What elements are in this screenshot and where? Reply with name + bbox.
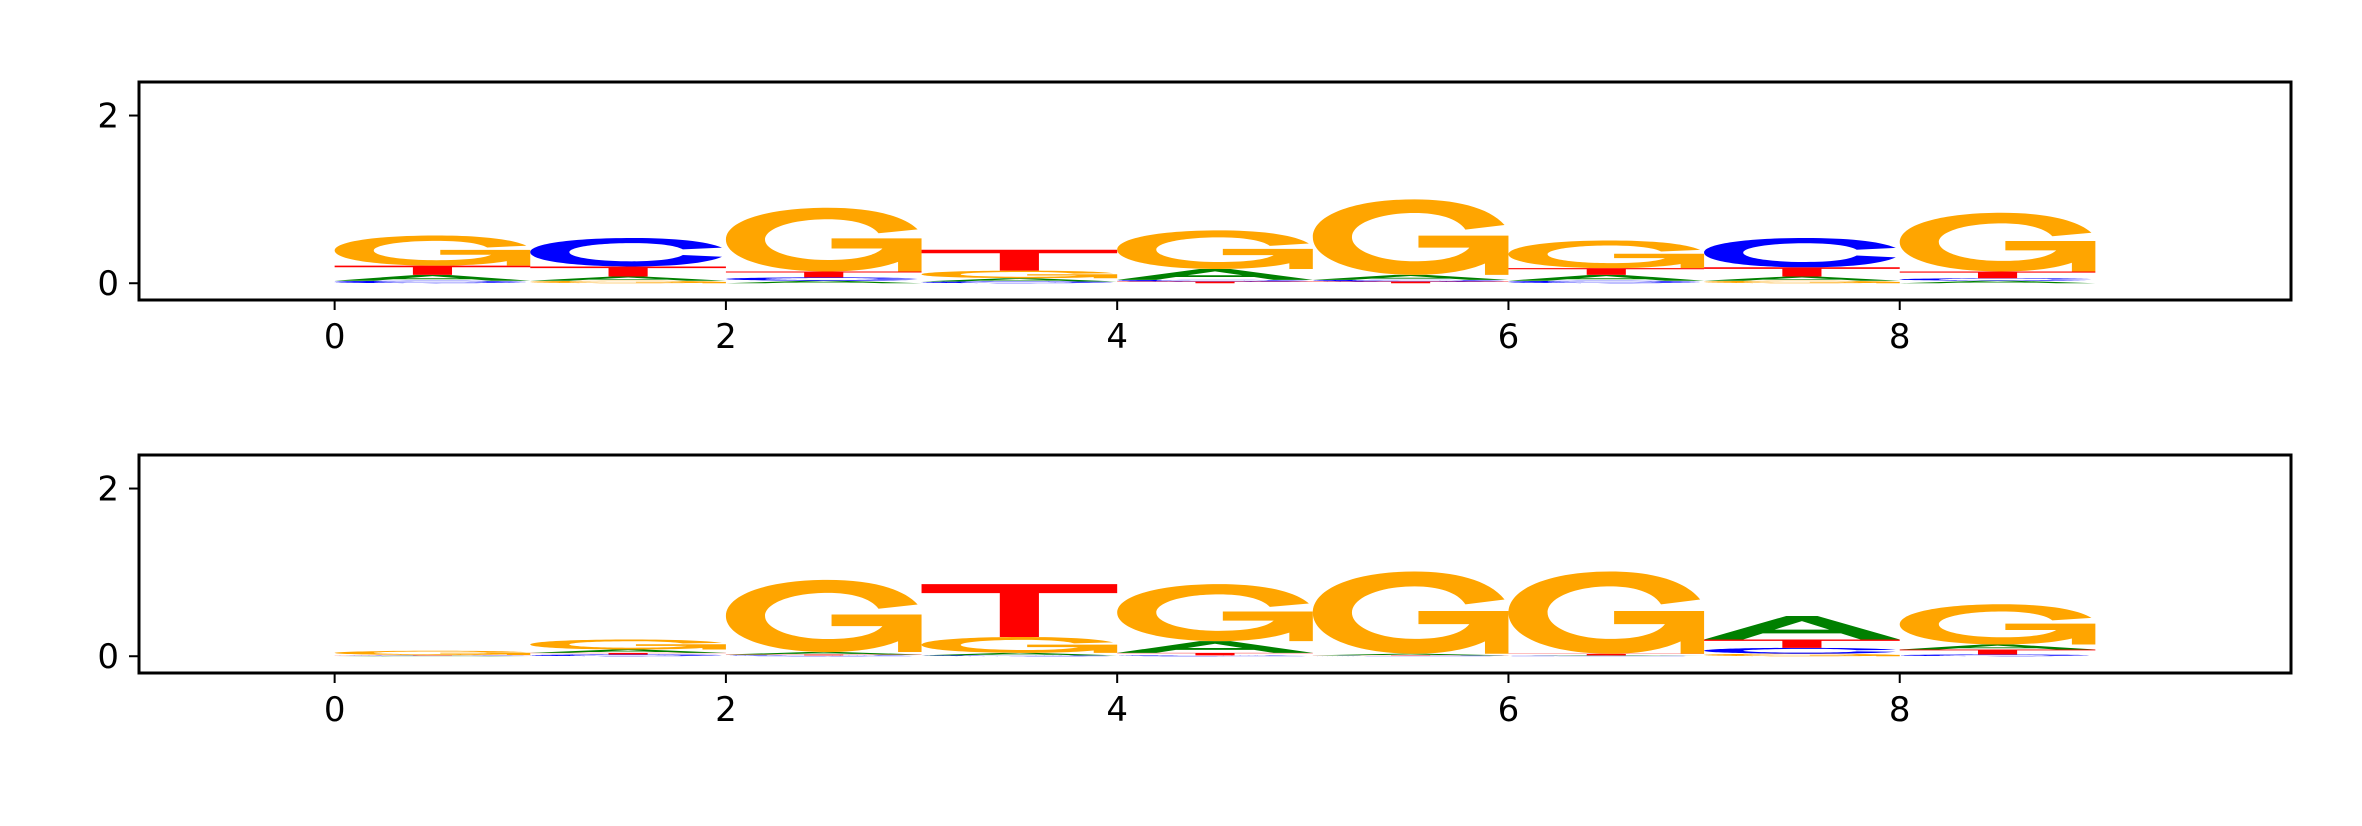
y-tick-label: 2	[97, 97, 119, 137]
logo-letter-cytosine	[1704, 237, 1896, 268]
logo-letter-guanine	[530, 280, 726, 284]
logo-letter-thymine	[334, 265, 531, 275]
logo-letter-guanine	[921, 636, 1118, 653]
logo-letter-thymine	[530, 266, 726, 277]
logo-letter-adenine	[1117, 268, 1313, 280]
logo-letter-adenine	[530, 276, 726, 281]
plot-frame	[137, 453, 2293, 675]
logo-letter-adenine	[530, 649, 726, 653]
y-tick-label: 2	[97, 470, 119, 510]
logo-letter-thymine	[1899, 271, 2096, 279]
logo-letter-cytosine	[530, 654, 722, 657]
logo-letter-cytosine	[530, 237, 722, 267]
x-tick-label: 4	[1106, 317, 1128, 357]
logo-letter-adenine	[1312, 274, 1509, 280]
logo-letter-cytosine	[725, 655, 918, 657]
logo-letter-guanine	[1899, 212, 2096, 272]
logo-letter-guanine	[1508, 240, 1705, 269]
logo-letter-guanine	[921, 270, 1118, 279]
logo-letter-thymine	[1508, 653, 1705, 656]
logo-letter-thymine	[921, 584, 1118, 637]
x-tick-label: 6	[1498, 690, 1520, 730]
x-tick-label: 2	[715, 690, 737, 730]
logo-letter-thymine	[1117, 652, 1313, 656]
logo-letter-guanine	[530, 639, 726, 650]
logo-letter-adenine	[334, 274, 531, 281]
logo-letter-cytosine	[1899, 654, 2092, 657]
logo-letter-guanine	[1312, 199, 1509, 275]
x-tick-label: 0	[324, 317, 346, 357]
y-tick-label: 0	[97, 637, 119, 677]
logo-letter-thymine	[1704, 267, 1900, 277]
logo-letter-cytosine	[921, 655, 1114, 657]
logo-letter-adenine	[921, 278, 1118, 282]
logo-letter-cytosine	[1508, 280, 1701, 284]
logo-letter-cytosine	[1117, 655, 1309, 657]
logo-letter-guanine	[1899, 604, 2096, 645]
logo-letter-cytosine	[725, 277, 918, 281]
logo-letter-adenine	[1899, 280, 2096, 284]
x-tick-label: 2	[715, 317, 737, 357]
logo-letter-adenine	[1508, 274, 1705, 281]
logo-letter-guanine	[725, 207, 922, 272]
logo-letter-adenine	[725, 280, 922, 284]
logo-letter-thymine	[1508, 268, 1705, 275]
logo-letter-cytosine	[1704, 647, 1896, 654]
logo-letter-guanine	[334, 650, 531, 655]
logo-letter-thymine	[1704, 639, 1900, 648]
x-tick-label: 0	[324, 690, 346, 730]
x-tick-label: 4	[1106, 690, 1128, 730]
logo-panel-bottom: 0 2 4 6 8 0 2	[97, 453, 2293, 730]
logo-letter-cytosine	[921, 281, 1114, 284]
x-tick-label: 6	[1498, 317, 1520, 357]
logo-letter-thymine	[725, 271, 922, 278]
logo-letter-cytosine	[334, 280, 527, 284]
logo-letter-adenine	[1899, 644, 2096, 650]
logo-letter-guanine	[725, 579, 922, 653]
logo-letter-guanine	[1117, 584, 1313, 642]
logo-letter-adenine	[1704, 276, 1900, 281]
logo-letter-thymine	[530, 652, 726, 655]
logo-letter-adenine	[921, 652, 1118, 656]
logo-letter-cytosine	[1899, 278, 2092, 281]
logo-letter-thymine	[725, 654, 922, 656]
y-tick-label: 0	[97, 264, 119, 304]
logo-letter-cytosine	[1312, 279, 1505, 282]
logo-letter-guanine	[1508, 571, 1705, 654]
logo-letter-guanine	[334, 235, 531, 266]
logo-letter-adenine	[725, 652, 922, 655]
logo-letter-thymine	[1899, 649, 2096, 655]
logo-letter-guanine	[1704, 280, 1900, 284]
x-tick-label: 8	[1889, 690, 1911, 730]
logo-letter-adenine	[1117, 641, 1313, 653]
x-tick-label: 8	[1889, 317, 1911, 357]
logo-letter-adenine	[1704, 615, 1900, 640]
plot-frame	[137, 80, 2293, 302]
logo-letter-thymine	[1312, 281, 1509, 284]
logo-letter-cytosine	[1117, 279, 1309, 282]
logo-letter-thymine	[1117, 281, 1313, 284]
logo-letter-guanine	[1704, 653, 1900, 657]
logo-letter-guanine	[1312, 571, 1509, 654]
logo-letter-guanine	[1117, 230, 1313, 269]
logo-letter-adenine	[1312, 653, 1509, 656]
logo-panel-top: 0 2 4 6 8 0 2	[97, 80, 2293, 357]
logo-letter-thymine	[921, 249, 1118, 271]
